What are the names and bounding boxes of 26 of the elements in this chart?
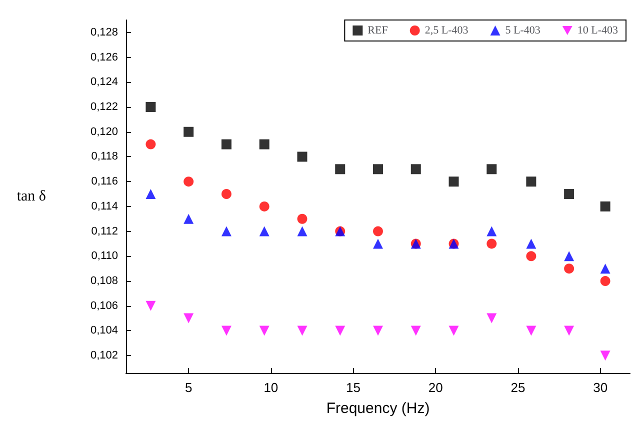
y-tick-label: 0,106 xyxy=(90,300,118,312)
legend-label: REF xyxy=(368,24,388,36)
x-axis-title: Frequency (Hz) xyxy=(326,400,430,417)
y-tick-label: 0,116 xyxy=(91,176,118,188)
legend-label: 10 L-403 xyxy=(577,24,618,36)
y-tick-label: 0,118 xyxy=(91,150,118,163)
y-tick-label: 0,122 xyxy=(90,101,118,114)
y-tick-label: 0,110 xyxy=(91,250,118,262)
y-tick-label: 0,126 xyxy=(90,51,118,64)
legend-label: 2,5 L-403 xyxy=(424,24,469,36)
x-tick-label: 5 xyxy=(184,380,192,395)
x-tick-label: 10 xyxy=(264,380,278,395)
y-tick-label: 0,128 xyxy=(90,26,118,38)
x-tick-label: 30 xyxy=(593,380,608,395)
y-tick-label: 0,102 xyxy=(90,350,118,362)
y-tick-label: 0,112 xyxy=(91,225,118,238)
y-tick-label: 0,104 xyxy=(90,324,118,337)
x-tick-label: 20 xyxy=(428,380,443,395)
y-tick-label: 0,124 xyxy=(90,76,118,88)
y-tick-label: 0,108 xyxy=(90,275,118,288)
y-tick-label: 0,120 xyxy=(90,126,118,138)
x-tick-label: 25 xyxy=(510,380,526,395)
legend-label: 5 L-403 xyxy=(505,24,541,36)
y-tick-label: 0,114 xyxy=(91,200,118,212)
x-tick-label: 15 xyxy=(346,380,361,395)
y-axis-title: tan δ xyxy=(16,188,46,204)
